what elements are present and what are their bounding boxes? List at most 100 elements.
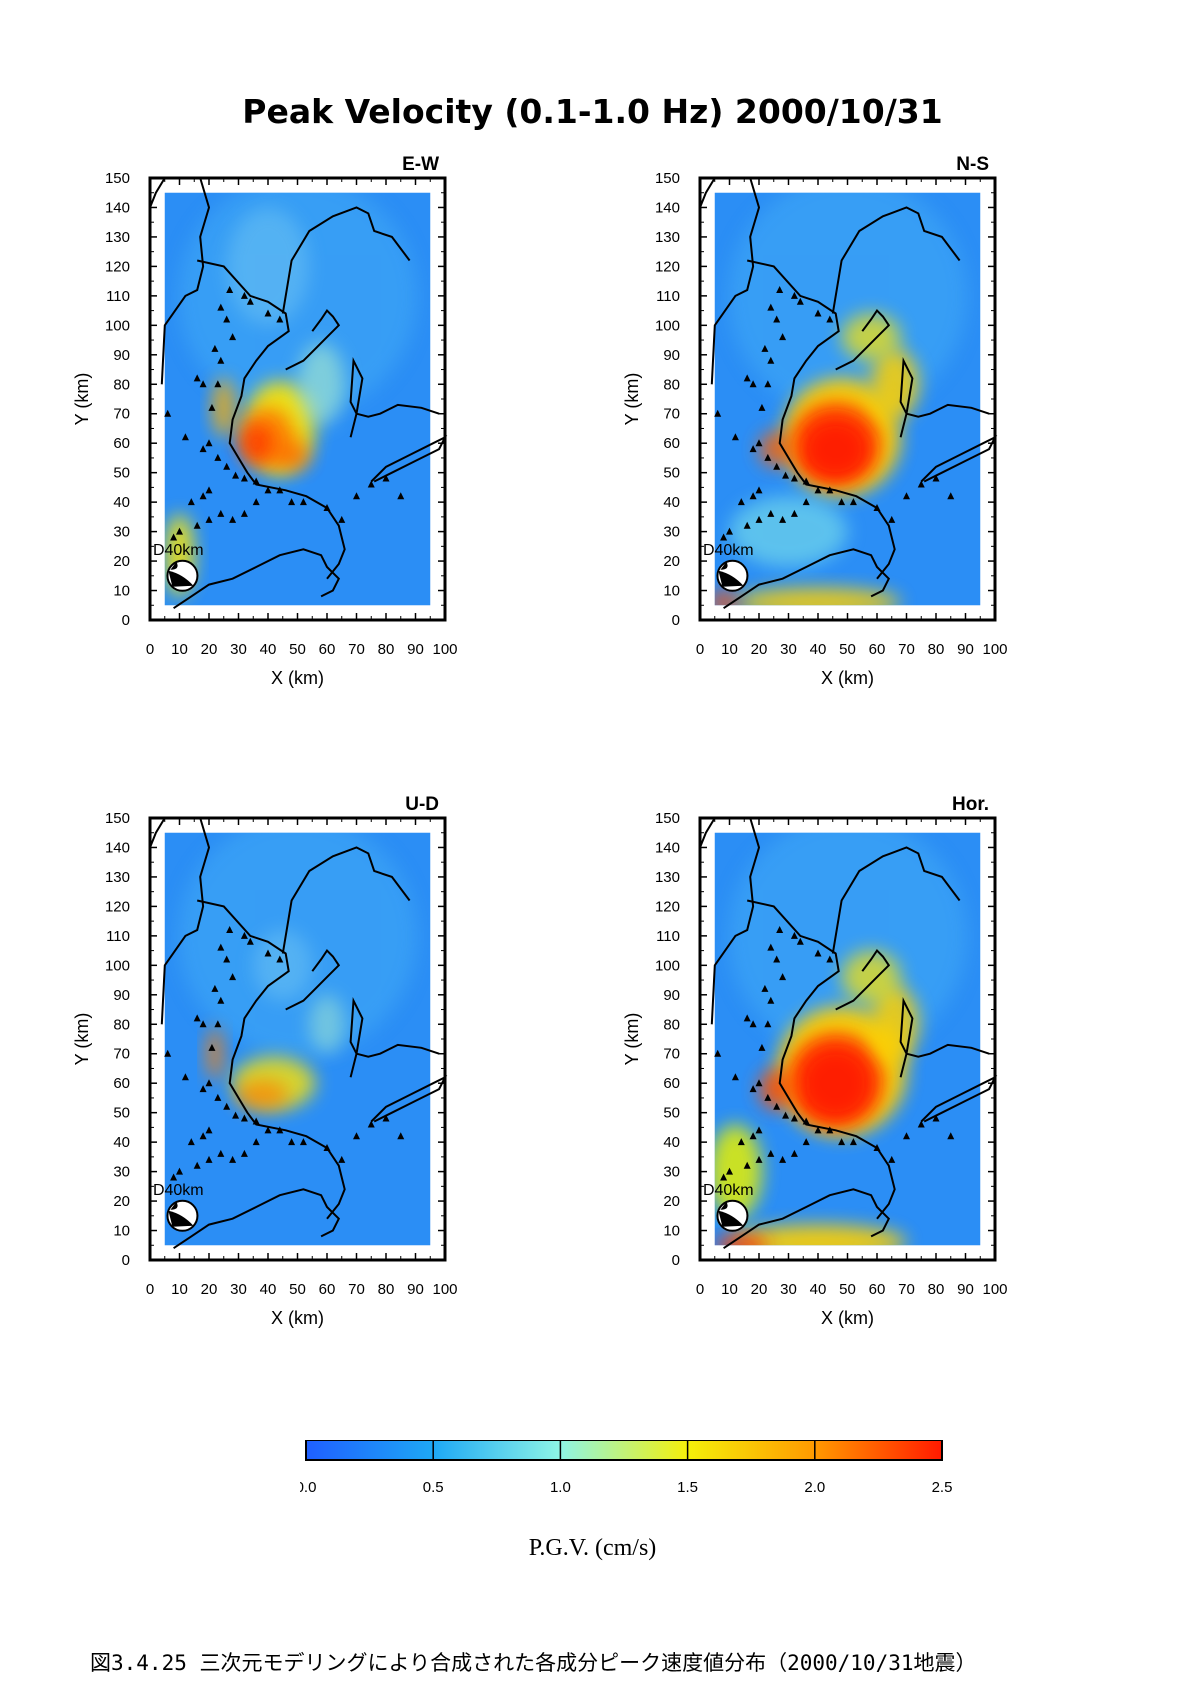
station-marker <box>814 486 822 494</box>
pgv-hotspot <box>211 378 236 438</box>
x-axis-label: X (km) <box>821 668 874 688</box>
station-marker <box>232 1111 240 1119</box>
station-marker <box>826 315 834 323</box>
y-axis-label: Y (km) <box>622 373 642 426</box>
station-marker <box>199 380 207 388</box>
map-svg: 0 10 20 30 40 50 60 70 80 90 100 0 10 20 30 40 50 60 70 80 9… <box>72 794 458 1328</box>
station-marker <box>773 315 781 323</box>
station-marker <box>276 1126 284 1134</box>
y-tick-label: 100 <box>105 957 130 974</box>
pgv-hotspot <box>735 587 901 606</box>
focal-mechanism-beachball <box>716 1199 749 1232</box>
y-axis-label: Y (km) <box>72 373 92 426</box>
y-tick-label: 0 <box>122 612 130 629</box>
station-marker <box>240 509 248 517</box>
station-marker <box>849 1138 857 1146</box>
pgv-heat-layer <box>714 832 968 1246</box>
station-marker <box>246 297 254 305</box>
y-tick-label: 90 <box>663 347 680 364</box>
station-marker <box>790 931 798 939</box>
station-marker <box>193 374 201 382</box>
station-marker <box>802 498 810 506</box>
figure-caption: 図3.4.25 三次元モデリングにより合成された各成分ピーク速度値分布（2000… <box>90 1651 977 1675</box>
station-marker <box>193 521 201 529</box>
y-tick-label: 140 <box>655 839 680 856</box>
station-marker <box>229 333 237 341</box>
y-tick-label: 110 <box>106 288 130 305</box>
coastline <box>285 949 341 1011</box>
coastline <box>835 309 891 371</box>
pgv-hotspot <box>235 1080 289 1110</box>
station-marker <box>299 1138 307 1146</box>
station-marker <box>714 1049 722 1057</box>
y-tick-label: 0 <box>672 1252 680 1269</box>
coastline <box>349 356 440 438</box>
x-axis-label: X (km) <box>821 1308 874 1328</box>
y-tick-label: 100 <box>655 317 680 334</box>
station-marker <box>790 1149 798 1157</box>
y-tick-label: 80 <box>113 1016 130 1033</box>
coastline <box>196 259 346 580</box>
station-marker <box>814 949 822 957</box>
focal-mechanism-beachball <box>716 559 749 592</box>
station-marker <box>947 1132 955 1140</box>
station-marker <box>796 937 804 945</box>
station-marker <box>814 1126 822 1134</box>
station-marker <box>223 315 231 323</box>
y-tick-label: 50 <box>663 1105 680 1122</box>
y-tick-label: 140 <box>655 199 680 216</box>
pgv-hotspot <box>729 1224 907 1246</box>
station-marker <box>838 1138 846 1146</box>
y-tick-label: 70 <box>663 1046 680 1063</box>
y-tick-label: 150 <box>655 810 680 827</box>
pgv-hotspot <box>714 1236 768 1246</box>
station-marker <box>252 477 260 485</box>
coastline <box>160 817 211 1025</box>
x-tick-label: 90 <box>407 1281 424 1298</box>
x-tick-label: 10 <box>721 1281 738 1298</box>
y-tick-label: 20 <box>663 1193 680 1210</box>
x-axis-label: X (km) <box>271 668 324 688</box>
station-marker <box>790 1114 798 1122</box>
map-panel-ns: 0 10 20 30 40 50 60 70 80 90 100 0 10 20 30 40 50 60 70 80 9… <box>620 150 1050 730</box>
component-label: U-D <box>405 794 439 815</box>
station-marker <box>790 291 798 299</box>
x-tick-label: 20 <box>751 1281 768 1298</box>
x-tick-label: 100 <box>432 641 457 658</box>
y-axis-label: Y (km) <box>622 1013 642 1066</box>
map-svg: 0 10 20 30 40 50 60 70 80 90 100 0 10 20 30 40 50 60 70 80 9… <box>72 154 458 688</box>
station-marker <box>214 1093 222 1101</box>
station-marker <box>205 1155 213 1163</box>
station-marker <box>767 356 775 364</box>
pgv-hotspot <box>729 496 848 567</box>
station-marker <box>932 474 940 482</box>
station-marker <box>755 515 763 523</box>
station-marker <box>214 380 222 388</box>
coastline <box>710 817 761 1025</box>
map-panel-ud: 0 10 20 30 40 50 60 70 80 90 100 0 10 20 30 40 50 60 70 80 9… <box>70 790 500 1370</box>
y-tick-label: 10 <box>113 583 130 600</box>
component-label: N-S <box>956 154 989 175</box>
station-marker <box>353 1132 360 1140</box>
x-tick-label: 40 <box>810 641 827 658</box>
station-marker <box>240 1149 248 1157</box>
station-marker <box>205 486 213 494</box>
x-tick-label: 70 <box>348 1281 365 1298</box>
station-marker <box>758 403 766 411</box>
colorbar-tick-label: 2.0 <box>804 1479 825 1496</box>
station-marker <box>181 433 189 441</box>
y-tick-label: 90 <box>113 347 130 364</box>
x-tick-label: 60 <box>869 641 886 658</box>
station-marker <box>814 309 822 317</box>
station-marker <box>176 527 183 535</box>
station-marker <box>338 1155 346 1163</box>
focal-mechanism-beachball <box>166 559 199 592</box>
y-tick-label: 70 <box>113 406 130 423</box>
station-marker <box>776 925 784 933</box>
station-marker <box>749 1132 757 1140</box>
station-marker <box>199 1132 207 1140</box>
station-marker <box>199 492 207 500</box>
pgv-hotspot <box>714 1124 762 1219</box>
pgv-hotspot <box>238 422 274 464</box>
station-marker <box>187 1138 195 1146</box>
